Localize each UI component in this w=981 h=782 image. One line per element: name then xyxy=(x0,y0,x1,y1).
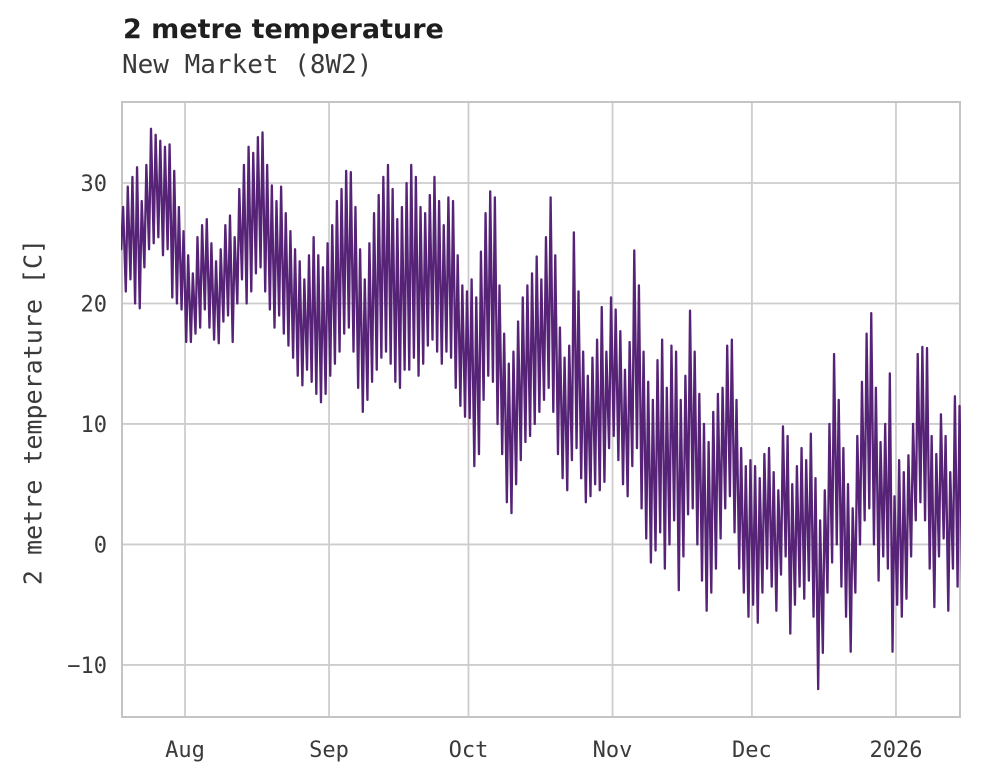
x-tick-label: Sep xyxy=(309,738,349,763)
chart-title: 2 metre temperature xyxy=(123,14,444,45)
y-tick-label: 20 xyxy=(81,292,108,317)
x-tick-label: Oct xyxy=(449,738,489,763)
y-tick-label: 30 xyxy=(81,172,108,197)
y-tick-label: 0 xyxy=(94,533,107,558)
x-tick-label: Aug xyxy=(165,738,205,763)
temperature-line xyxy=(121,127,961,691)
y-tick-label: 10 xyxy=(81,413,108,438)
x-tick-label: Nov xyxy=(593,738,633,763)
x-tick-label: Dec xyxy=(732,738,772,763)
chart-subtitle: New Market (8W2) xyxy=(122,50,373,80)
x-tick-label: 2026 xyxy=(869,738,922,763)
y-tick-label: −10 xyxy=(67,654,107,679)
